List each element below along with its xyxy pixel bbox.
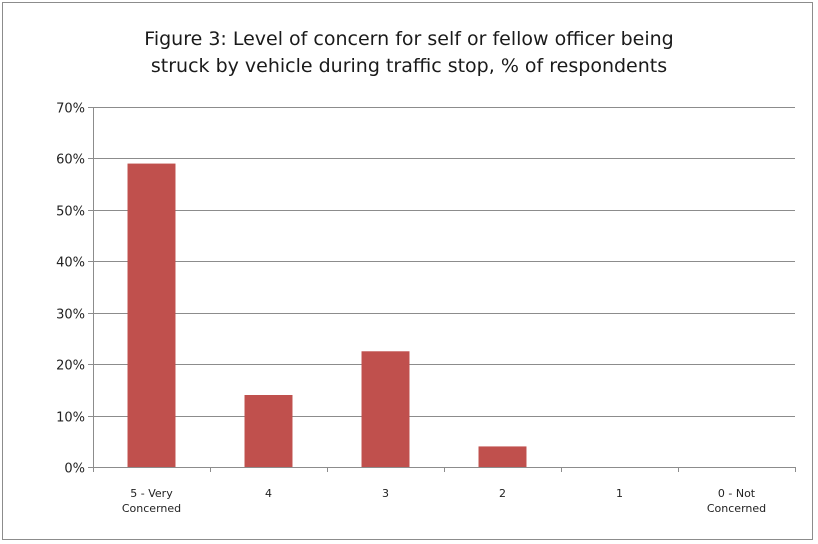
bar <box>127 163 176 468</box>
y-axis-ticks: 0% 10% 20% 30% 40% 50% 60% 70% <box>56 102 94 477</box>
bar <box>478 446 527 467</box>
y-tick-label: 0% <box>64 462 85 477</box>
x-tick-label: 1 <box>616 487 623 500</box>
y-tick-label: 70% <box>56 102 85 117</box>
chart-title: Figure 3: Level of concern for self or f… <box>0 26 818 80</box>
chart-title-line-1: Figure 3: Level of concern for self or f… <box>144 28 674 50</box>
y-tick-label: 60% <box>56 153 85 168</box>
bars <box>127 163 527 468</box>
x-tick-label: 4 <box>265 487 272 500</box>
x-tick-label: 3 <box>382 487 389 500</box>
y-tick-label: 20% <box>56 359 85 374</box>
bar <box>361 351 410 467</box>
x-tick-label: 0 - Not Concerned <box>707 487 766 515</box>
y-tick-label: 30% <box>56 308 85 323</box>
y-tick-label: 10% <box>56 411 85 426</box>
x-axis-ticks: 5 - Very Concerned 4 3 2 1 0 - Not Concerned <box>93 467 796 515</box>
x-tick-label: 2 <box>499 487 506 500</box>
bar <box>244 395 293 467</box>
gridlines <box>93 107 795 468</box>
x-tick-label: 5 - Very Concerned <box>122 487 181 515</box>
y-tick-label: 50% <box>56 205 85 220</box>
y-tick-label: 40% <box>56 256 85 271</box>
chart-title-line-2: struck by vehicle during traffic stop, %… <box>150 55 668 77</box>
